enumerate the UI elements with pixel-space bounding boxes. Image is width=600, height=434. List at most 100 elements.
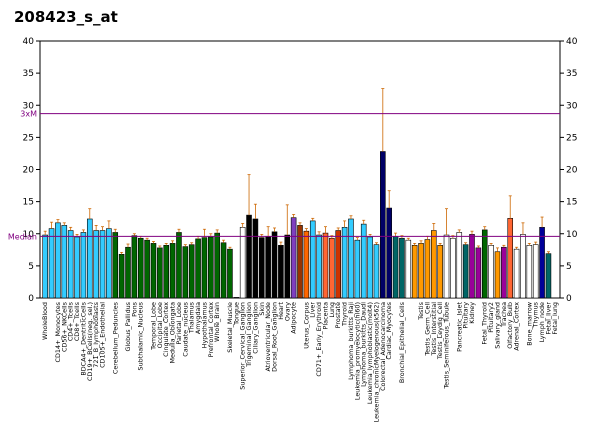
bar [137,237,144,299]
bar [99,230,106,299]
y-tick-label-right: 0 [566,294,572,304]
y-tick-label-left: 0 [28,294,34,304]
bar [380,151,386,299]
bar [322,232,329,299]
y-tick-label-left: 20 [23,166,35,176]
y-tick-label-left: 35 [23,69,34,79]
bar [329,237,335,299]
x-category-label: Lymphoma_burkitts_Daudi [360,302,368,387]
bar [532,244,539,299]
x-category-label: Kidney [468,302,476,324]
bar [106,228,112,299]
x-category-label: Fetal_Thyroid [481,302,489,345]
bar [526,245,533,299]
y-tick-label-left: 25 [23,133,34,143]
x-category-label: Skin [258,302,266,316]
bar [246,214,252,299]
bar [405,239,412,299]
bar [157,247,163,299]
x-category-label: WholeBlood [41,302,49,340]
bar [360,223,367,299]
x-category-label: Atrioventricular_Node [264,302,272,372]
x-category-label: CD8+_Tcells [73,301,81,341]
x-category-label: Salivary_gland [493,302,501,349]
x-category-label: 721_B_lymphoblasts [92,301,100,367]
bar [475,247,482,299]
x-category-label: Trigeminal_Ganglion [245,302,253,368]
x-category-label: Amygdala [194,302,202,334]
x-category-label: BDCA4+_DentriticCells [79,301,87,375]
bar [290,217,297,299]
bar [278,245,284,299]
bar [48,228,55,299]
x-category-label: Cerebellum_Peduncles [111,301,119,374]
x-category-label: Pituitary2 [487,302,495,333]
y-tick-label-right: 10 [566,230,578,240]
x-category-label: Placenta [321,302,329,330]
bar [214,232,220,299]
bar [469,234,475,299]
reference-line-label: 3xM [20,110,37,119]
bar [93,230,99,299]
bar [67,230,74,299]
bar [201,237,208,299]
bar [227,248,233,299]
x-category-label: CD14+_Monocytes [54,301,62,362]
x-category-label: Olfactory_Bulb [506,302,514,349]
bar [392,236,399,299]
bar [418,243,424,299]
x-category-label: Hypothalamus [200,301,208,348]
x-category-label: Fetal_lung [551,302,559,335]
bar [462,244,469,299]
x-category-label: Parietal_Lobe [175,302,183,345]
x-category-label: Lymph_node [538,302,546,342]
x-category-label: Thalamus [188,301,196,334]
x-category-label: Uterus_Corpus [302,301,310,348]
bar [424,239,431,299]
x-category-label: Ciliary_Ganglion [251,302,259,354]
bar [443,234,450,299]
y-tick-label-left: 40 [23,37,35,47]
x-category-label: CD19+_BCells(neg._sel.) [86,302,94,381]
bar [74,236,80,299]
x-category-label: Skeletal_Muscle [226,302,234,353]
reference-line-label: Median [8,232,37,241]
x-category-label: Prefrontal_Cortex [207,302,215,358]
bar [450,237,456,299]
y-tick-label-right: 20 [566,166,578,176]
x-category-label: Liver [309,302,317,318]
bar [501,246,507,299]
bar [271,231,278,299]
bar [284,234,291,299]
x-category-label: CD71+_Early_Erythroid [315,302,323,377]
x-category-label: Thyroid [341,302,349,327]
x-category-label: Globus_Pallidus [124,301,132,351]
x-category-label: Cardiac_Myocytes [385,301,393,359]
x-category-label: Colorectal_Adenocarcinoma [379,302,387,391]
x-category-label: Trachea [500,302,508,328]
x-category-label: Pituitary [462,302,470,329]
bar [437,245,443,299]
y-tick-label-left: 15 [23,198,34,208]
bar [507,218,514,299]
x-category-label: Testis_Seminiferous_Tubule [443,302,451,390]
bar [86,218,93,299]
x-category-label: Pancreatic_Islet [455,302,463,352]
bar [386,207,392,299]
bar [373,244,380,299]
bar [456,232,463,299]
bar [233,297,240,299]
bar [195,238,201,299]
bar [112,232,119,299]
bar [239,227,246,299]
x-category-label: CD4+_Tcells [67,301,75,341]
y-tick-label-right: 5 [566,262,572,272]
bar [188,244,195,299]
bar [545,253,552,299]
x-category-label: Dorsal_Root_Ganglion [271,302,279,372]
bar [163,245,170,299]
bar [265,236,271,299]
bar [169,243,176,299]
x-category-label: Superior_Cervical_Ganglion [239,302,247,390]
bar [520,234,526,299]
